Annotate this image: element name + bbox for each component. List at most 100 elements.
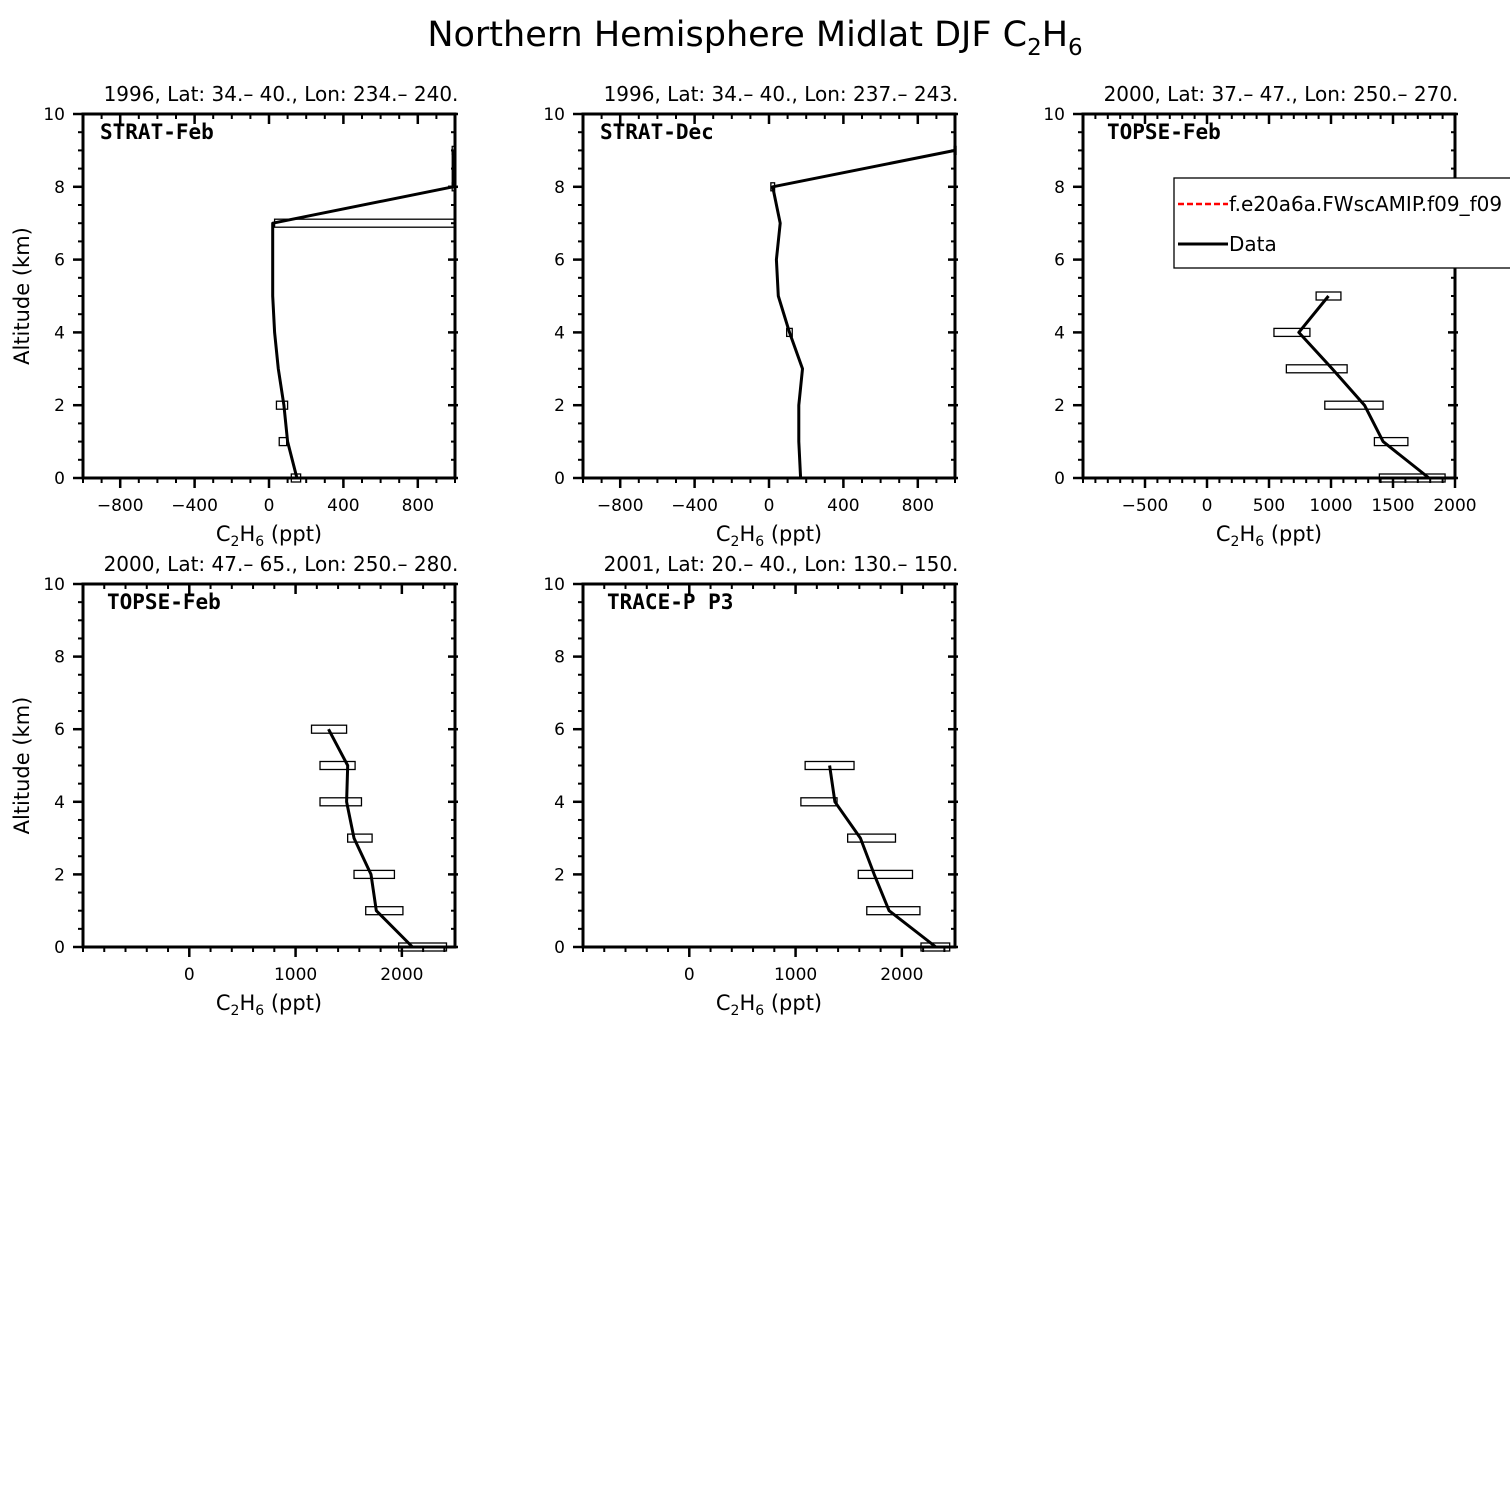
y-tick-label: 10 [43,105,65,125]
y-axis-label: Altitude (km) [10,697,34,835]
x-axis-label: C2H6 (ppt) [216,522,322,550]
x-tick-label: 800 [402,496,434,516]
campaign-label: TOPSE-Feb [107,590,221,614]
panel-2: 1996, Lat: 34.– 40., Lon: 237.– 243. 0 2 4 6… [543,82,958,550]
y-tick-label: 4 [54,323,65,343]
data-profile-line [771,148,956,479]
y-tick-label: 2 [554,396,565,416]
plot-frame [581,582,957,949]
y-tick-label: 0 [1054,469,1065,489]
panel-4: 2000, Lat: 47.– 65., Lon: 250.– 280. 0 2 4 6… [10,552,458,1019]
x-tick-label: 0 [264,496,275,516]
range-box [353,869,396,880]
x-axis-label: C2H6 (ppt) [216,991,322,1019]
y-tick-label: 10 [543,575,565,595]
x-tick-label: −800 [97,496,144,516]
y-axis-label: Altitude (km) [10,227,34,365]
y-tick-label: 2 [1054,396,1065,416]
y-tick-label: 0 [54,938,65,958]
y-tick-label: 10 [543,105,565,125]
data-profile-line [271,150,455,479]
x-axis-label: C2H6 (ppt) [716,991,822,1019]
panel-5: 2001, Lat: 20.– 40., Lon: 130.– 150. 0 2 4 6… [543,552,958,1019]
range-box [1324,400,1384,410]
y-tick-label: 4 [554,323,565,343]
plot-frame [81,112,457,480]
x-tick-label: 0 [1202,496,1213,516]
panels: 1996, Lat: 34.– 40., Lon: 234.– 240. 0 2 4 6… [10,82,1510,1019]
range-box [800,797,838,807]
y-tick-label: 4 [1054,323,1065,343]
data-profile-line [828,765,937,949]
y-tick-label: 8 [54,648,65,668]
panel-header: 2000, Lat: 37.– 47., Lon: 250.– 270. [1104,82,1459,106]
legend: f.e20a6a.FWscAMIP.f09_f09 Data [1173,177,1510,269]
data-profile-line [327,728,414,949]
range-box [347,833,373,843]
x-tick-label: 1500 [1371,496,1414,516]
x-tick-label: −500 [1122,496,1169,516]
x-tick-label: 2000 [1433,496,1476,516]
range-box [278,436,288,447]
x-tick-label: 1000 [774,965,817,985]
plot-frame [581,112,957,480]
y-tick-label: 6 [54,251,65,271]
plot-frame [1081,112,1457,480]
range-box [1315,291,1342,301]
y-tick-label: 8 [1054,178,1065,198]
x-axis-label: C2H6 (ppt) [1216,522,1322,550]
x-tick-label: −800 [597,496,644,516]
y-tick-label: 8 [554,648,565,668]
legend-data-label: Data [1229,232,1277,256]
data-profile-line [1297,295,1430,480]
x-tick-label: 800 [902,496,934,516]
legend-box [1173,177,1510,269]
panel-3: 2000, Lat: 37.– 47., Lon: 250.– 270. 0 2 4 6… [1043,82,1510,550]
legend-model-label: f.e20a6a.FWscAMIP.f09_f09 [1229,192,1502,216]
range-box [857,869,914,880]
range-box [319,797,363,807]
y-tick-label: 4 [554,793,565,813]
x-tick-label: 500 [1253,496,1285,516]
x-tick-label: 0 [764,496,775,516]
range-box [319,760,356,771]
x-tick-label: −400 [171,496,218,516]
range-box [847,833,897,843]
plot-frame [81,582,457,949]
range-box [365,906,404,916]
x-tick-label: 0 [184,965,195,985]
y-tick-label: 10 [1043,105,1065,125]
panel-1: 1996, Lat: 34.– 40., Lon: 234.– 240. 0 2 4 6… [10,82,458,550]
range-box [273,218,456,228]
campaign-label: STRAT-Dec [600,120,714,144]
x-tick-label: 2000 [380,965,423,985]
campaign-label: TOPSE-Feb [1107,120,1221,144]
range-box [1273,327,1311,338]
y-tick-label: 2 [54,865,65,885]
y-tick-label: 6 [1054,251,1065,271]
y-tick-label: 2 [554,865,565,885]
x-tick-label: 0 [684,965,695,985]
range-box [1285,364,1348,374]
figure-title: Northern Hemisphere Midlat DJF C2H6 [427,15,1082,61]
campaign-label: TRACE-P P3 [607,590,733,614]
panel-header: 2000, Lat: 47.– 65., Lon: 250.– 280. [104,552,459,576]
range-box [1373,436,1409,447]
y-tick-label: 8 [54,178,65,198]
x-tick-label: 400 [827,496,859,516]
x-tick-label: −400 [671,496,718,516]
y-tick-label: 0 [54,469,65,489]
y-tick-label: 4 [54,793,65,813]
x-tick-label: 1000 [274,965,317,985]
x-tick-label: 2000 [880,965,923,985]
y-tick-label: 0 [554,469,565,489]
y-tick-label: 8 [554,178,565,198]
x-axis-label: C2H6 (ppt) [716,522,822,550]
y-tick-label: 10 [43,575,65,595]
y-tick-label: 2 [54,396,65,416]
panel-header: 1996, Lat: 34.– 40., Lon: 234.– 240. [104,82,459,106]
y-tick-label: 6 [554,720,565,740]
x-tick-label: 1000 [1309,496,1352,516]
panel-header: 2001, Lat: 20.– 40., Lon: 130.– 150. [604,552,959,576]
